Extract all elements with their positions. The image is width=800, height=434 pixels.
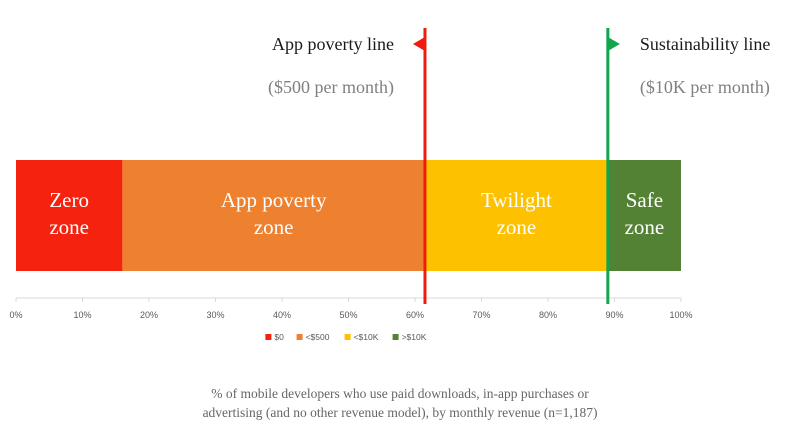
chart-caption: % of mobile developers who use paid down… (0, 384, 800, 422)
legend-label-2: <$10K (354, 332, 379, 342)
zone-label-0-0: Zero (49, 188, 89, 212)
x-tick-label-9: 90% (605, 310, 623, 320)
caption-line-1: % of mobile developers who use paid down… (211, 386, 589, 401)
threshold-flag-1 (607, 37, 620, 51)
threshold-sublabel-0: ($500 per month) (268, 77, 394, 98)
x-tick-label-7: 70% (472, 310, 490, 320)
legend-swatch-3 (392, 334, 399, 340)
caption-line-2: advertising (and no other revenue model)… (202, 405, 598, 420)
x-tick-label-6: 60% (406, 310, 424, 320)
legend-label-3: >$10K (402, 332, 427, 342)
x-tick-label-1: 10% (73, 310, 91, 320)
zone-label-0-1: zone (49, 215, 89, 239)
x-tick-label-3: 30% (206, 310, 224, 320)
bar-segment-2 (424, 160, 608, 271)
threshold-label-1: Sustainability line (640, 34, 771, 54)
bar-segment-1 (122, 160, 425, 271)
legend-swatch-2 (344, 334, 351, 340)
x-tick-label-2: 20% (140, 310, 158, 320)
x-tick-label-4: 40% (273, 310, 291, 320)
zone-label-1-1: zone (254, 215, 294, 239)
threshold-sublabel-1: ($10K per month) (640, 77, 770, 98)
x-tick-label-10: 100% (669, 310, 692, 320)
bar-segment-3 (607, 160, 681, 271)
legend-label-0: $0 (274, 332, 284, 342)
zone-label-3-1: zone (625, 215, 665, 239)
legend-swatch-1 (296, 334, 303, 340)
threshold-flag-0 (412, 37, 425, 51)
threshold-label-0: App poverty line (272, 34, 394, 54)
bar-segment-0 (16, 160, 123, 271)
legend-swatch-0 (265, 334, 272, 340)
legend-label-1: <$500 (306, 332, 330, 342)
zone-label-2-1: zone (497, 215, 537, 239)
x-tick-label-5: 50% (339, 310, 357, 320)
x-tick-label-8: 80% (539, 310, 557, 320)
zone-label-3-0: Safe (626, 188, 663, 212)
zone-label-2-0: Twilight (481, 188, 552, 212)
x-tick-label-0: 0% (9, 310, 22, 320)
zone-label-1-0: App poverty (221, 188, 327, 212)
